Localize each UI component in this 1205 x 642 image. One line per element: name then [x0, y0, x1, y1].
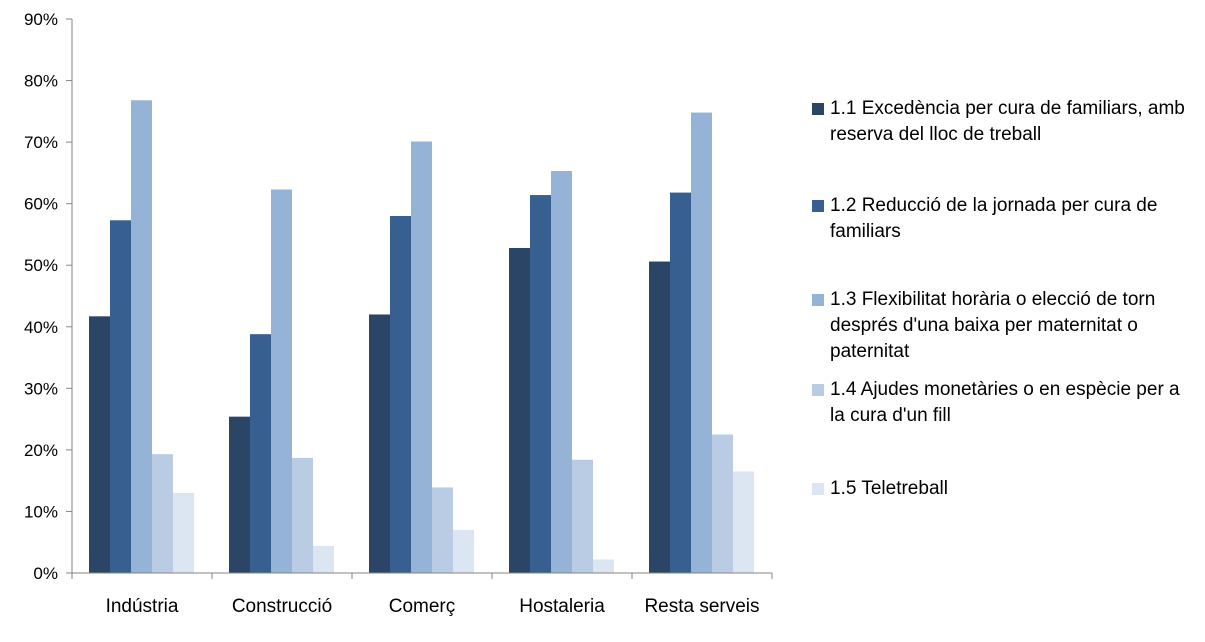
x-tick-label: Comerç	[389, 596, 456, 617]
legend-item: 1.1 Excedència per cura de familiars, am…	[812, 96, 1197, 148]
y-tick-label: 50%	[24, 256, 58, 275]
bar-5-5	[733, 471, 754, 573]
axis-labels: 0% 10% 20% 30% 40% 50% 60% 70% 80% 90% Indústria Co…	[24, 10, 760, 617]
legend-label: 1.2 Reducció de la jornada per cura de f…	[830, 195, 1158, 242]
legend-swatch	[812, 103, 824, 115]
bar-5-1	[173, 492, 194, 573]
y-tick-label: 20%	[24, 441, 58, 460]
bar-5-4	[593, 559, 614, 573]
bar-1-1	[89, 316, 110, 573]
bar-4-3	[432, 487, 453, 573]
bar-2-2	[250, 334, 271, 573]
bar-1-3	[369, 314, 390, 573]
bar-2-3	[390, 215, 411, 573]
y-tick-label: 70%	[24, 133, 58, 152]
x-tick-label: Hostaleria	[519, 596, 605, 617]
legend-item: 1.5 Teletreball	[812, 476, 1197, 502]
y-tick-label: 10%	[24, 502, 58, 521]
axes	[66, 18, 773, 579]
bar-2-4	[530, 195, 551, 573]
y-tick-label: 80%	[24, 72, 58, 91]
bar-1-5	[649, 261, 670, 573]
chart-plot: 0% 10% 20% 30% 40% 50% 60% 70% 80% 90% Indústria Co…	[24, 10, 773, 617]
legend-label: 1.1 Excedència per cura de familiars, am…	[830, 98, 1185, 145]
legend-swatch	[812, 294, 824, 306]
bars-layer	[89, 100, 754, 574]
bar-2-1	[110, 220, 131, 573]
legend-swatch	[812, 483, 824, 495]
bar-3-5	[691, 112, 712, 573]
bar-1-4	[509, 247, 530, 573]
bar-3-1	[131, 100, 152, 574]
legend-item: 1.2 Reducció de la jornada per cura de f…	[812, 193, 1197, 245]
legend-label: 1.5 Teletreball	[830, 478, 948, 499]
bar-4-4	[572, 459, 593, 573]
bar-3-4	[551, 171, 572, 573]
legend-item: 1.4 Ajudes monetàries o en espècie per a…	[812, 377, 1197, 429]
y-tick-label: 30%	[24, 379, 58, 398]
x-tick-label: Indústria	[106, 596, 179, 617]
legend: 1.1 Excedència per cura de familiars, am…	[812, 0, 1202, 637]
legend-swatch	[812, 200, 824, 212]
bar-2-5	[670, 192, 691, 573]
bar-1-2	[229, 416, 250, 573]
bar-3-3	[411, 141, 432, 574]
legend-label: 1.4 Ajudes monetàries o en espècie per a…	[830, 379, 1180, 426]
legend-swatch	[812, 384, 824, 396]
y-tick-label: 90%	[24, 10, 58, 29]
y-tick-label: 60%	[24, 195, 58, 214]
legend-item: 1.3 Flexibilitat horària o elecció de to…	[812, 287, 1197, 365]
bar-3-2	[271, 189, 292, 573]
bar-5-3	[453, 529, 474, 573]
bar-4-2	[292, 457, 313, 573]
bar-5-2	[313, 545, 334, 573]
bar-4-5	[712, 434, 733, 573]
y-tick-label: 40%	[24, 318, 58, 337]
x-tick-label: Resta serveis	[644, 596, 759, 617]
y-tick-label: 0%	[33, 564, 58, 583]
x-tick-label: Construcció	[232, 596, 332, 617]
bar-4-1	[152, 454, 173, 573]
legend-label: 1.3 Flexibilitat horària o elecció de to…	[830, 289, 1156, 362]
